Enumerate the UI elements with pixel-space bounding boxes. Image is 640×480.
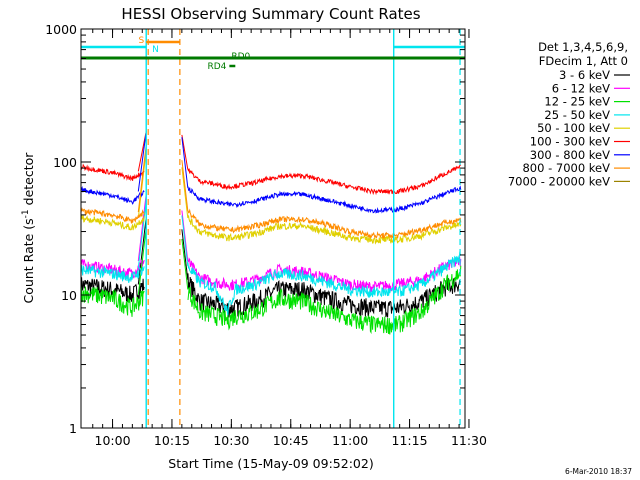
- y-axis-label-end: detector: [21, 152, 36, 210]
- flag-label-s: S: [138, 36, 144, 46]
- y-tick-label-3: 1000: [45, 22, 77, 37]
- x-tick-label-1: 10:15: [154, 433, 190, 448]
- date-stamp: 6-Mar-2010 18:37: [565, 467, 632, 476]
- annotation-layer: SN RD0 RD4: [81, 29, 465, 428]
- y-axis-label-main: Count Rate (s: [21, 218, 36, 303]
- legend-label-4: 50 - 100 keV: [537, 121, 610, 135]
- flag-label-n: N: [152, 45, 159, 55]
- x-tick-label-3: 10:45: [273, 433, 309, 448]
- y-axis-label-sup: -1: [21, 209, 31, 218]
- y-axis-label: Count Rate (s-1 detector: [21, 152, 36, 304]
- legend-label-2: 12 - 25 keV: [544, 95, 610, 109]
- series-line-6: [80, 131, 462, 214]
- x-axis-label: Start Time (15-May-09 09:52:02): [168, 456, 373, 471]
- x-tick-label-6: 11:30: [451, 433, 487, 448]
- legend-label-8: 7000 - 20000 keV: [508, 174, 610, 188]
- series-line-7: [80, 144, 462, 240]
- flag-label-rd0: RD0: [231, 52, 250, 62]
- series-line-2: [80, 227, 462, 335]
- legend-header-line-1: Det 1,3,4,5,6,9,: [538, 40, 628, 54]
- legend-label-6: 300 - 800 keV: [530, 148, 610, 162]
- x-tick-label-4: 11:00: [332, 433, 368, 448]
- legend-label-7: 800 - 7000 keV: [522, 161, 610, 175]
- legend-label-3: 25 - 50 keV: [544, 108, 610, 122]
- legend-label-5: 100 - 300 keV: [530, 135, 610, 149]
- y-tick-label-0: 1: [69, 421, 77, 436]
- series-line-3: [80, 200, 462, 316]
- series-line-1: [80, 193, 462, 293]
- series-line-4: [80, 150, 462, 245]
- x-tick-label-5: 11:15: [392, 433, 428, 448]
- y-tick-label-2: 100: [53, 155, 77, 170]
- legend-label-0: 3 - 6 keV: [559, 68, 610, 82]
- y-tick-label-1: 10: [61, 288, 77, 303]
- flag-label-rd4: RD4: [207, 62, 226, 72]
- x-tick-label-0: 10:00: [95, 433, 131, 448]
- chart-title: HESSI Observing Summary Count Rates: [121, 5, 420, 23]
- series-layer: [80, 131, 462, 335]
- axes: 1 10 100 1000 10:00 10:15 10:30 10:45 11:00 11:15…: [45, 22, 487, 448]
- legend: Det 1,3,4,5,6,9, FDecim 1, Att 0 3 - 6 k…: [508, 40, 630, 188]
- series-line-5: [80, 131, 462, 196]
- legend-header-line-2: FDecim 1, Att 0: [539, 54, 628, 68]
- x-tick-label-2: 10:30: [213, 433, 249, 448]
- legend-label-1: 6 - 12 keV: [552, 81, 610, 95]
- plot-frame: [80, 28, 466, 429]
